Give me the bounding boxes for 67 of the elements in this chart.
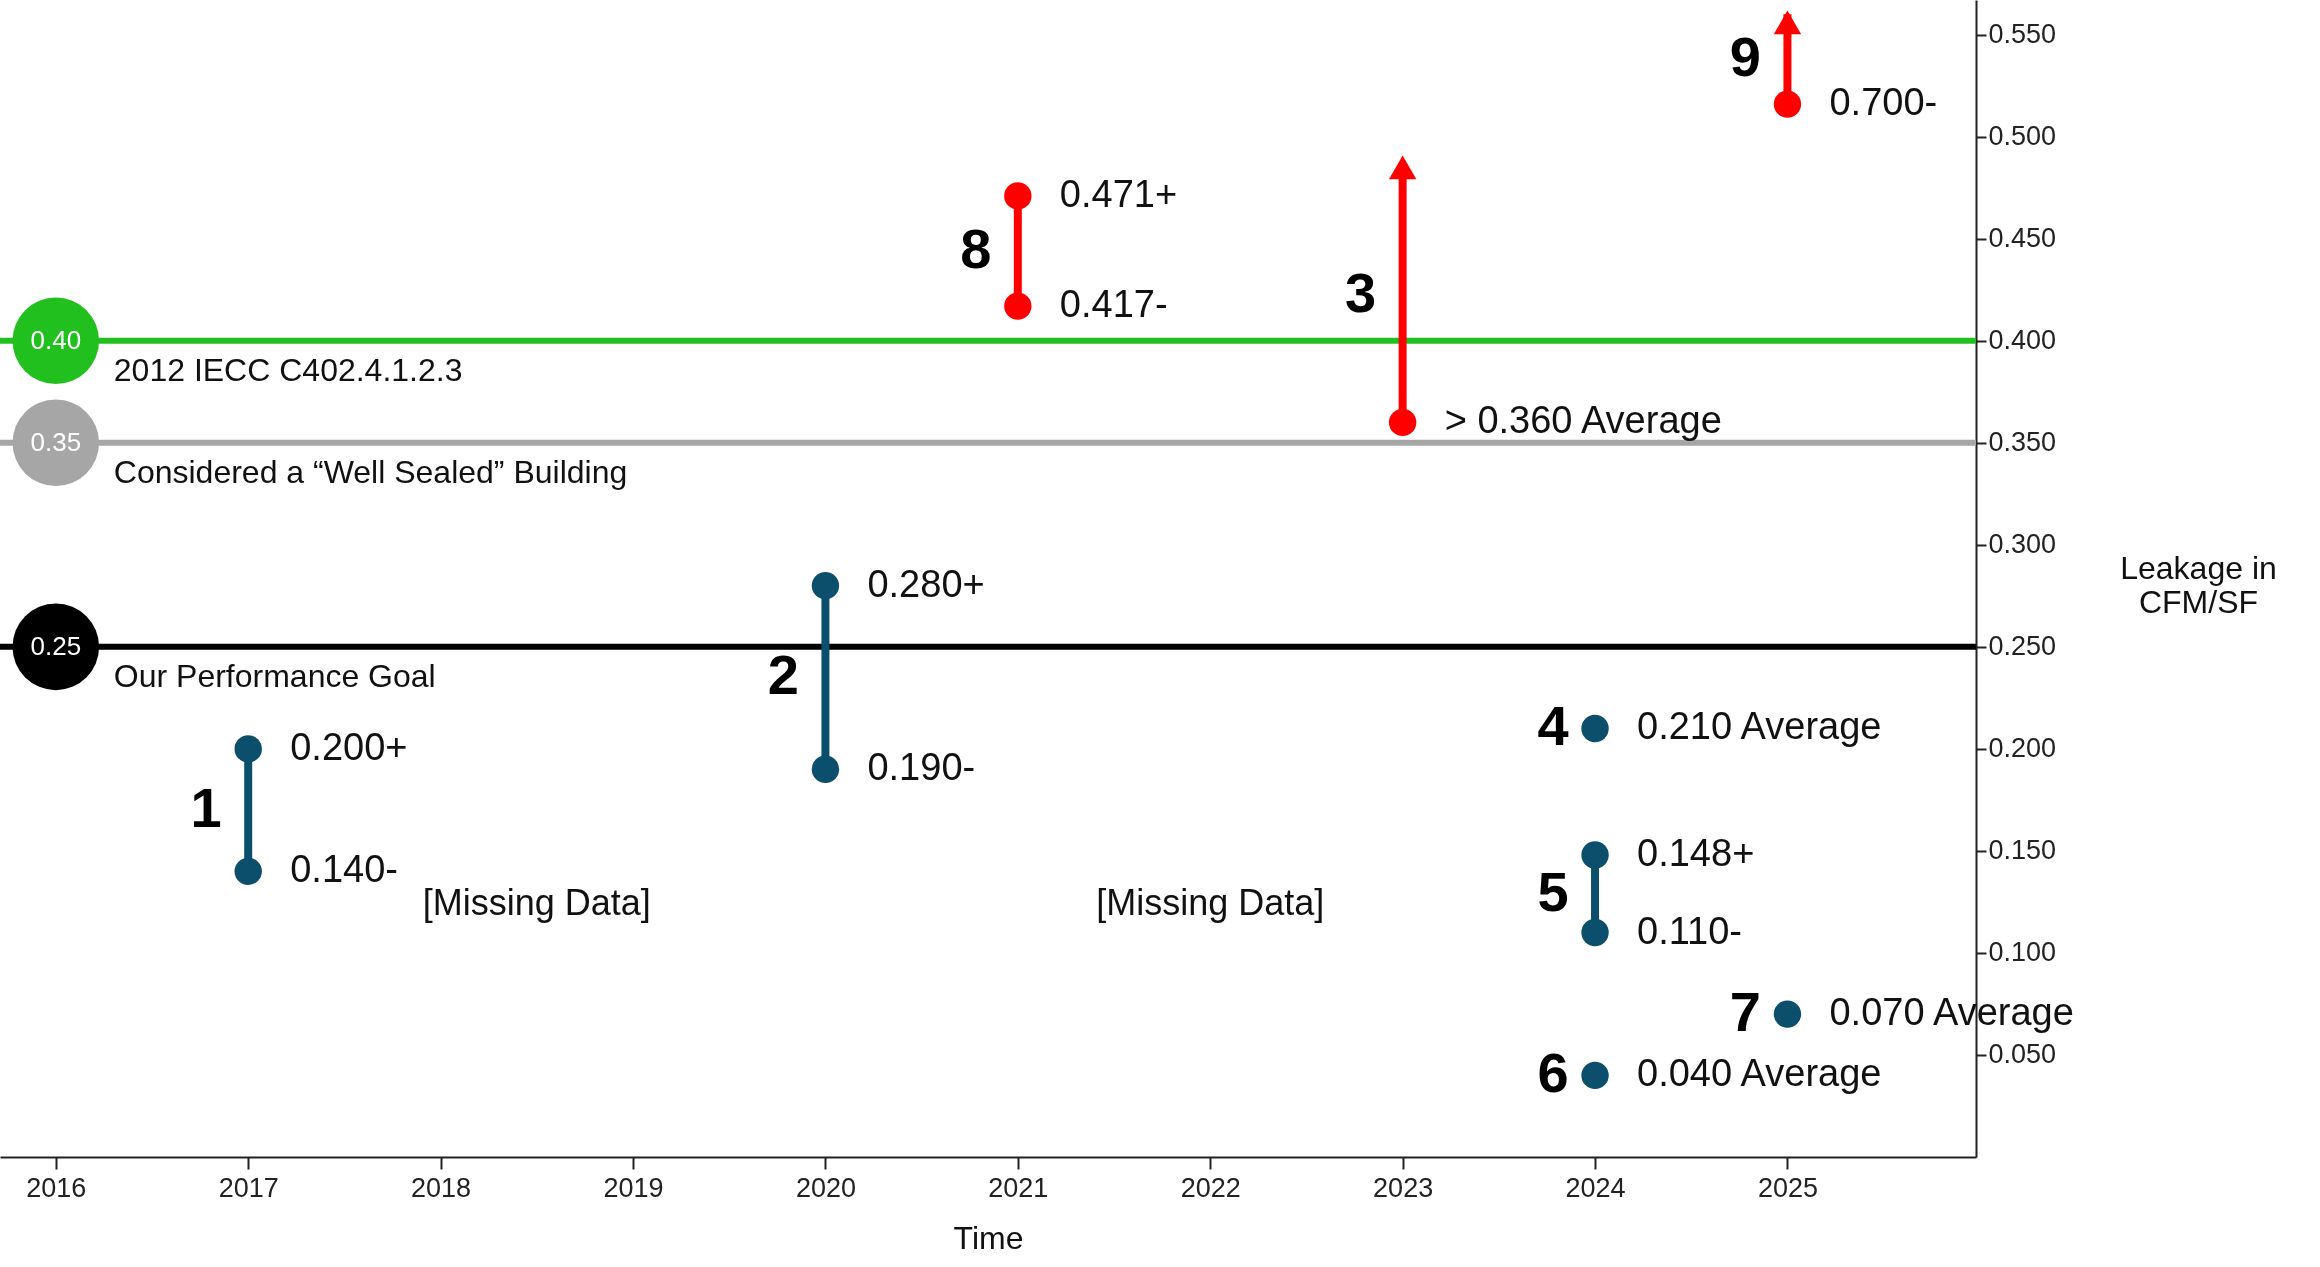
- series-label: 1: [190, 776, 222, 840]
- y-tick-label: 0.450: [1988, 223, 2057, 254]
- y-axis-title: Leakage in CFM/SF: [2120, 549, 2277, 620]
- x-tick-label: 2019: [603, 1172, 664, 1203]
- point: [234, 735, 262, 763]
- y-tick-label: 0.150: [1988, 835, 2057, 866]
- point: [1004, 292, 1032, 320]
- point: [1388, 408, 1417, 437]
- annotation: 0.190-: [867, 746, 976, 789]
- point: [234, 857, 262, 885]
- point: [1581, 918, 1609, 947]
- point: [1773, 10, 1802, 35]
- annotation: 0.148+: [1637, 832, 1755, 874]
- y-tick-label: 0.400: [1988, 325, 2057, 356]
- annotation: > 0.360 Average: [1444, 399, 1722, 442]
- annotation: 0.110-: [1637, 909, 1742, 952]
- x-tick-label: 2023: [1373, 1172, 1434, 1203]
- series-label: 5: [1537, 859, 1569, 923]
- x-tick-label: 2022: [1180, 1172, 1241, 1203]
- ref-line-label: 2012 IECC C402.4.1.2.3: [113, 351, 463, 388]
- series-label: 4: [1537, 694, 1569, 758]
- annotation: 0.210 Average: [1637, 705, 1882, 748]
- ref-line-label: Our Performance Goal: [113, 657, 436, 694]
- x-axis-title: Time: [953, 1219, 1024, 1256]
- annotation: 0.700-: [1829, 81, 1938, 124]
- annotation: [Missing Data]: [1096, 882, 1325, 923]
- annotation: 0.25: [30, 630, 82, 661]
- annotation: 0.40: [30, 324, 82, 355]
- series-label: 3: [1345, 260, 1377, 324]
- annotation: 0.140-: [290, 848, 398, 891]
- x-tick-label: 2016: [26, 1172, 87, 1203]
- point: [1004, 182, 1032, 210]
- x-tick-label: 2024: [1565, 1172, 1626, 1203]
- series-label: 7: [1729, 980, 1762, 1044]
- point: [1773, 1000, 1802, 1028]
- y-tick-label: 0.100: [1988, 937, 2057, 968]
- y-tick-label: 0.200: [1988, 733, 2057, 764]
- y-tick-label: 0.550: [1988, 19, 2057, 50]
- series-label: 6: [1537, 1041, 1569, 1105]
- y-tick-label: 0.250: [1988, 631, 2057, 662]
- point: [1388, 155, 1417, 180]
- annotation: 0.471+: [1059, 172, 1178, 215]
- annotation: [Missing Data]: [422, 882, 651, 923]
- point: [1581, 1061, 1609, 1090]
- x-tick-label: 2025: [1757, 1172, 1818, 1203]
- point: [1773, 90, 1802, 118]
- y-tick-label: 0.500: [1988, 121, 2057, 152]
- x-tick-label: 2020: [795, 1172, 856, 1203]
- y-tick-label: 0.300: [1988, 529, 2057, 560]
- y-tick-label: 0.350: [1988, 427, 2057, 458]
- point: [1581, 714, 1609, 743]
- point: [811, 755, 840, 783]
- x-tick-label: 2017: [218, 1172, 279, 1203]
- y-tick-label: 0.050: [1988, 1039, 2057, 1070]
- point: [1581, 841, 1609, 869]
- point: [811, 571, 840, 600]
- annotation: 0.35: [30, 426, 82, 457]
- annotation: 0.040 Average: [1637, 1052, 1882, 1095]
- series-label: 2: [767, 643, 799, 707]
- series-label: 9: [1729, 25, 1762, 89]
- x-tick-label: 2018: [411, 1172, 472, 1203]
- ref-line-label: Considered a “Well Sealed” Building: [113, 453, 628, 490]
- x-tick-label: 2021: [988, 1172, 1049, 1203]
- series-label: 8: [960, 216, 992, 280]
- annotation: 0.417-: [1059, 283, 1168, 326]
- annotation: 0.200+: [290, 725, 408, 768]
- annotation: 0.280+: [867, 562, 985, 605]
